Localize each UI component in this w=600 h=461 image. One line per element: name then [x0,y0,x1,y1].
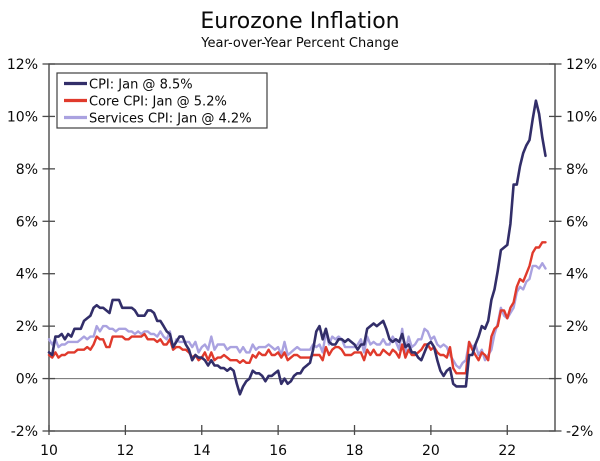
y-axis-tick-label-right: 4% [566,267,588,283]
y-axis-tick-label-right: 2% [566,319,588,335]
x-axis-tick-label: 10 [40,443,58,459]
legend-label-core-cpi: Core CPI: Jan @ 5.2% [89,94,227,109]
x-axis-tick-label: 12 [116,443,134,459]
legend-label-cpi: CPI: Jan @ 8.5% [89,77,193,92]
y-axis-tick-label-left: 8% [16,162,38,178]
y-axis-tick-label-left: 12% [7,57,38,73]
x-axis-tick-label: 20 [422,443,440,459]
x-axis-tick-label: 16 [269,443,287,459]
series-line-core-cpi [47,241,547,375]
y-axis-tick-label-left: 0% [16,372,38,388]
y-axis-tick-label-right: 0% [566,372,588,388]
y-axis-tick-label-left: -2% [11,424,38,440]
y-axis-tick-label-right: 6% [566,214,588,230]
x-axis-tick-label: 14 [193,443,211,459]
chart-subtitle: Year-over-Year Percent Change [201,36,399,51]
legend-box [56,72,268,129]
y-axis-tick-label-right: -2% [566,424,593,440]
y-axis-tick-label-left: 6% [16,214,38,230]
y-axis-tick-label-right: 8% [566,162,588,178]
y-axis-tick-label-right: 12% [566,57,597,73]
plot-border [48,63,556,432]
series-line-services-cpi [47,262,547,370]
legend-label-services-cpi: Services CPI: Jan @ 4.2% [89,111,252,126]
y-axis-tick-label-right: 10% [566,109,597,125]
chart-title: Eurozone Inflation [200,9,400,34]
x-axis-tick-label: 22 [498,443,516,459]
y-axis-tick-label-left: 10% [7,109,38,125]
y-axis-tick-label-left: 2% [16,319,38,335]
x-axis-tick-label: 18 [346,443,364,459]
y-axis-tick-label-left: 4% [16,267,38,283]
series-line-cpi [47,99,547,396]
